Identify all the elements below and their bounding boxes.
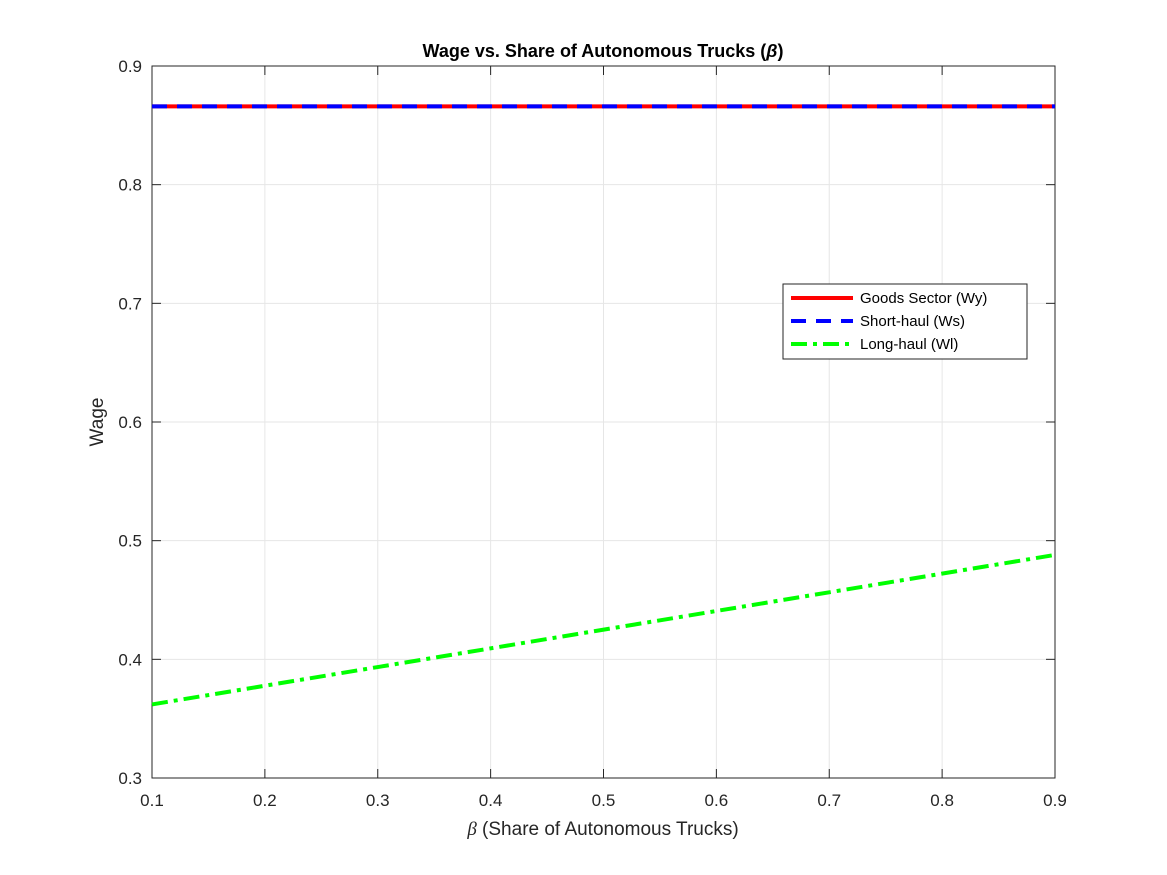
y-tick-label: 0.8 [118, 176, 142, 195]
x-axis-label-text: (Share of Autonomous Trucks) [477, 819, 739, 840]
legend-items: Goods Sector (Wy) Short-haul (Ws) Long-hau… [791, 290, 987, 353]
y-tick-label: 0.9 [118, 57, 142, 76]
legend-label-1: Goods Sector (Wy) [860, 290, 987, 307]
chart-title-suffix: ) [777, 41, 783, 61]
x-tick-label: 0.8 [930, 791, 954, 810]
y-tick-label: 0.5 [118, 532, 142, 551]
axis-ticks: 0.1 0.2 0.3 0.4 0.5 0.6 0.7 0.8 0.9 0.3 0.4 0.5 0.6 0… [118, 57, 1066, 810]
grid-lines [152, 66, 1055, 778]
x-tick-label: 0.3 [366, 791, 390, 810]
y-tick-label: 0.3 [118, 769, 142, 788]
x-tick-label: 0.4 [479, 791, 503, 810]
x-axis-label: β (Share of Autonomous Trucks) [466, 819, 738, 840]
x-axis-label-symbol: β [466, 819, 477, 840]
y-tick-label: 0.7 [118, 294, 142, 313]
x-tick-label: 0.5 [592, 791, 616, 810]
x-tick-label: 0.6 [705, 791, 729, 810]
y-axis-label: Wage [87, 398, 108, 447]
series-lines [151, 104, 1056, 707]
chart-title: Wage vs. Share of Autonomous Trucks (β) [423, 41, 784, 61]
legend: Goods Sector (Wy) Short-haul (Ws) Long-hau… [782, 283, 1028, 360]
series-line-3 [151, 552, 1056, 707]
x-tick-label: 0.9 [1043, 791, 1067, 810]
chart-title-main: Wage vs. Share of Autonomous Trucks ( [423, 41, 767, 61]
x-tick-label: 0.1 [140, 791, 164, 810]
legend-label-3: Long-haul (Wl) [860, 336, 958, 353]
chart-title-symbol: β [765, 41, 777, 61]
y-tick-label: 0.4 [118, 650, 142, 669]
x-tick-label: 0.2 [253, 791, 277, 810]
y-tick-label: 0.6 [118, 413, 142, 432]
legend-label-2: Short-haul (Ws) [860, 313, 965, 330]
x-tick-label: 0.7 [817, 791, 841, 810]
